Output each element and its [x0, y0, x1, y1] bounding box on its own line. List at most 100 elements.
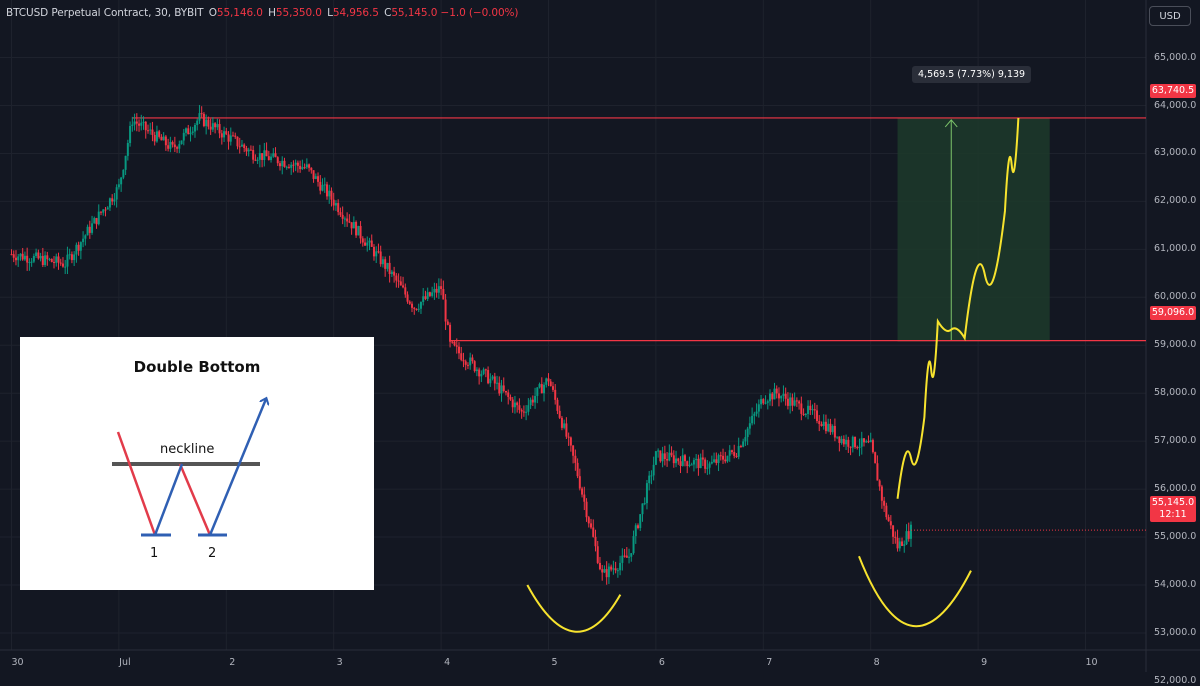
- candle-body: [885, 505, 888, 518]
- candle-body: [402, 285, 405, 288]
- candle-body: [23, 255, 26, 260]
- candle-body: [874, 452, 877, 464]
- candle-body: [525, 411, 528, 413]
- symbol-title: BTCUSD Perpetual Contract, 30, BYBIT: [6, 7, 204, 19]
- candle-body: [547, 378, 550, 382]
- candle-body: [773, 388, 776, 400]
- candle-body: [361, 238, 364, 243]
- resistance-price-label: 63,740.5: [1150, 84, 1196, 98]
- candle-body: [216, 124, 219, 128]
- candle-body: [346, 218, 349, 222]
- double-bottom-diagram: [112, 337, 374, 537]
- candle-body: [115, 187, 118, 200]
- candle-body: [697, 458, 700, 469]
- candle-body: [659, 450, 662, 462]
- candle-body: [491, 376, 494, 379]
- candle-body: [560, 417, 563, 428]
- candle-body: [616, 570, 619, 572]
- candle-body: [285, 166, 288, 168]
- candle-body: [813, 409, 816, 411]
- candle-body: [106, 207, 109, 210]
- price-tick-label: 58,000.0: [1154, 387, 1197, 399]
- candle-body: [641, 503, 644, 515]
- time-tick-label: 9: [981, 657, 988, 668]
- time-tick-label: 30: [11, 657, 24, 668]
- candle-body: [907, 531, 910, 539]
- candle-body: [643, 503, 646, 505]
- candle-body: [800, 403, 803, 414]
- candle-body: [610, 566, 613, 570]
- candle-body: [453, 341, 456, 346]
- candle-body: [730, 450, 733, 453]
- candle-body: [657, 450, 660, 452]
- candle-body: [390, 271, 393, 275]
- candle-body: [511, 399, 514, 408]
- candle-body: [437, 286, 440, 293]
- candle-body: [151, 129, 154, 135]
- candle-body: [95, 218, 98, 225]
- candle-body: [540, 384, 543, 394]
- candle-body: [126, 143, 129, 156]
- candle-body: [786, 398, 789, 406]
- currency-button[interactable]: USD: [1149, 6, 1191, 26]
- candle-body: [294, 162, 297, 165]
- candle-body: [704, 459, 707, 469]
- last-price-value: 55,145.0: [1151, 497, 1195, 508]
- candle-body: [556, 399, 559, 411]
- candle-body: [755, 411, 758, 414]
- price-tick-label: 53,000.0: [1154, 626, 1197, 638]
- candle-body: [314, 176, 317, 179]
- candle-body: [509, 396, 512, 400]
- candle-body: [82, 238, 85, 243]
- candle-body: [48, 259, 51, 261]
- candle-body: [171, 141, 174, 145]
- candle-body: [708, 463, 711, 468]
- candle-body: [851, 436, 854, 448]
- candle-body: [73, 254, 76, 261]
- candle-body: [32, 255, 35, 262]
- candle-body: [10, 254, 13, 256]
- candle-body: [484, 369, 487, 371]
- candle-body: [384, 259, 387, 269]
- candle-body: [17, 256, 20, 261]
- candle-body: [352, 221, 355, 229]
- candle-body: [793, 400, 796, 406]
- candle-body: [831, 425, 834, 433]
- candle-body: [601, 569, 604, 573]
- candle-body: [612, 568, 615, 570]
- candle-body: [263, 150, 266, 160]
- candle-body: [867, 441, 870, 443]
- candle-body: [317, 176, 320, 182]
- candle-body: [807, 405, 810, 415]
- candle-body: [536, 387, 539, 396]
- candle-body: [364, 242, 367, 246]
- time-tick-label: 3: [336, 657, 343, 668]
- time-tick-label: 6: [658, 657, 665, 668]
- candle-body: [422, 296, 425, 302]
- candle-body: [140, 122, 143, 126]
- candle-body: [39, 255, 42, 259]
- candle-body: [531, 399, 534, 403]
- candle-body: [504, 390, 507, 393]
- candle-body: [133, 121, 136, 125]
- candle-body: [182, 132, 185, 141]
- candle-body: [12, 254, 15, 258]
- price-tick-label: 55,000.0: [1154, 531, 1197, 543]
- candle-body: [827, 423, 830, 432]
- candle-body: [343, 218, 346, 220]
- candle-body: [19, 253, 22, 257]
- candle-body: [621, 555, 624, 563]
- change-value: −1.0 (−0.00%): [440, 7, 519, 19]
- candle-body: [408, 301, 411, 304]
- price-tick-label: 65,000.0: [1154, 51, 1197, 63]
- candle-body: [728, 450, 731, 456]
- candle-body: [220, 133, 223, 138]
- price-tick-label: 61,000.0: [1154, 243, 1197, 255]
- candle-body: [238, 146, 241, 148]
- candle-body: [598, 562, 601, 570]
- candle-body: [804, 414, 807, 416]
- candle-body: [478, 369, 481, 377]
- candle-body: [113, 199, 116, 202]
- candle-body: [762, 399, 765, 404]
- candle-body: [816, 410, 818, 422]
